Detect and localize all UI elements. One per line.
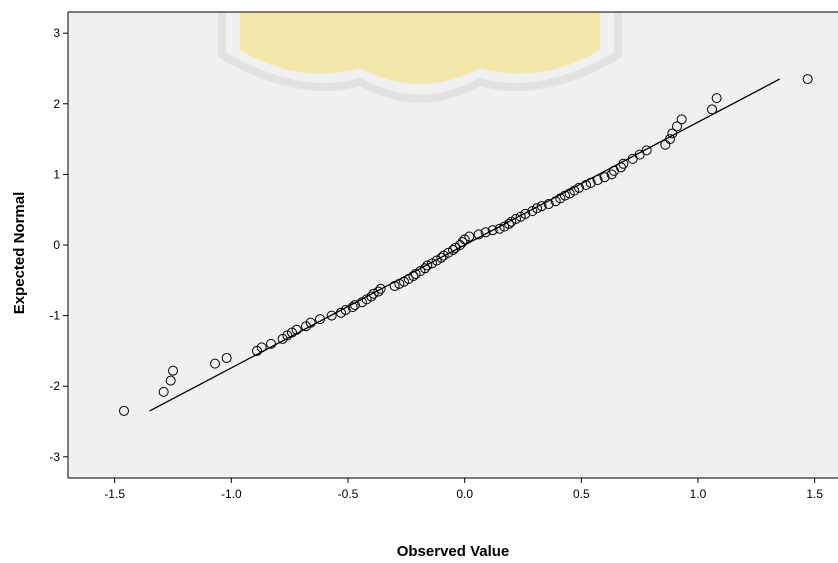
data-point	[616, 162, 626, 173]
data-point	[672, 121, 682, 132]
data-point	[532, 203, 542, 214]
data-point	[305, 317, 316, 328]
x-tick-label: 0.0	[456, 487, 473, 501]
data-point	[394, 278, 405, 289]
watermark-logo	[218, 12, 622, 103]
data-point	[315, 314, 325, 325]
y-tick-label: -2	[49, 379, 60, 393]
data-point	[585, 177, 596, 188]
data-point	[494, 223, 505, 234]
data-point	[543, 199, 554, 210]
data-point	[473, 229, 484, 240]
data-point	[158, 386, 169, 397]
data-point	[711, 93, 722, 104]
data-point	[457, 237, 468, 248]
data-point	[599, 172, 610, 183]
data-point	[464, 231, 475, 242]
data-point	[366, 291, 377, 302]
y-tick-label: 3	[53, 26, 60, 40]
data-point	[641, 145, 652, 156]
data-point	[420, 263, 430, 274]
data-point	[210, 358, 220, 369]
data-point	[350, 300, 360, 311]
y-tick-label: -1	[49, 309, 60, 323]
data-point	[707, 104, 717, 115]
data-point	[448, 244, 458, 255]
x-tick-label: -1.0	[221, 487, 242, 501]
data-point	[119, 405, 129, 416]
data-point	[422, 260, 433, 271]
data-point	[574, 182, 584, 193]
data-point	[581, 179, 591, 190]
y-tick-label: -3	[49, 450, 60, 464]
data-point	[340, 304, 351, 315]
data-point	[520, 208, 531, 219]
data-point	[256, 342, 267, 353]
data-point	[802, 74, 813, 85]
data-point	[436, 252, 447, 263]
data-point	[168, 365, 178, 376]
data-point	[536, 201, 547, 212]
data-point	[266, 338, 276, 349]
data-point	[487, 225, 498, 236]
x-axis-title: Observed Value	[397, 543, 510, 560]
data-point	[618, 158, 629, 169]
x-tick-label: 1.0	[690, 487, 707, 501]
y-axis-title: Expected Normal	[11, 192, 28, 315]
x-tick-label: -0.5	[338, 487, 359, 501]
data-point	[389, 280, 400, 291]
data-point	[347, 302, 358, 313]
data-point	[560, 190, 570, 201]
data-point	[165, 375, 176, 386]
data-point	[408, 271, 419, 282]
data-point	[368, 288, 379, 299]
data-point	[592, 175, 603, 186]
data-point	[665, 134, 675, 145]
data-point	[504, 218, 514, 229]
data-point	[373, 286, 384, 297]
y-tick-label: 0	[53, 238, 60, 252]
y-tick-label: 1	[53, 167, 60, 181]
data-point	[326, 310, 337, 321]
x-tick-label: 0.5	[573, 487, 590, 501]
data-point	[606, 169, 617, 180]
data-point	[480, 227, 491, 238]
data-point	[676, 114, 687, 125]
x-tick-label: 1.5	[806, 487, 823, 501]
y-tick-label: 2	[53, 97, 60, 111]
data-point	[221, 352, 232, 363]
data-point	[667, 128, 678, 139]
data-point	[291, 324, 302, 335]
x-tick-label: -1.5	[104, 487, 125, 501]
data-point	[375, 283, 386, 294]
data-point	[511, 213, 521, 224]
